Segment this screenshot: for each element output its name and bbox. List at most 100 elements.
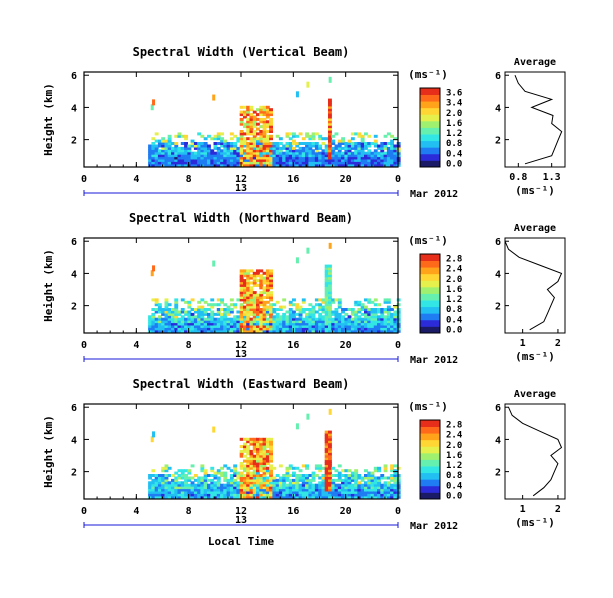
heatmap-cell (216, 154, 221, 158)
heatmap-cell (328, 466, 332, 470)
heatmap-cell (324, 149, 329, 153)
average-x-tick-label: 1 (520, 338, 526, 349)
heatmap-cell (239, 279, 244, 283)
heatmap-cell (396, 488, 401, 492)
heatmap-cell (360, 303, 365, 307)
colorbar-tick-label: 0.8 (446, 139, 462, 149)
heatmap-cell (233, 315, 238, 319)
heatmap-cell (354, 151, 359, 155)
heatmap-cell (321, 317, 326, 321)
heatmap-cell (252, 134, 257, 138)
heatmap-cell (256, 449, 260, 453)
heatmap-cell (213, 322, 218, 326)
heatmap-cell (314, 298, 319, 302)
heatmap-cell (150, 270, 154, 277)
colorbar-tick-label: 3.4 (446, 99, 463, 109)
heatmap-cell (288, 308, 293, 311)
heatmap-cell (383, 317, 388, 321)
heatmap-cell (377, 161, 381, 165)
heatmap-cell (367, 317, 372, 321)
heatmap-cell (314, 156, 319, 160)
heatmap-cell (269, 469, 273, 473)
heatmap-cell (269, 144, 273, 148)
heatmap-cell (154, 303, 159, 307)
heatmap-cell (187, 329, 192, 333)
heatmap-cell (344, 486, 349, 490)
heatmap-cell (236, 495, 241, 499)
heatmap-cell (262, 481, 267, 485)
heatmap-cell (190, 158, 195, 162)
heatmap-cell (187, 488, 192, 492)
colorbar-swatch (420, 485, 440, 493)
heatmap-cell (239, 476, 244, 480)
heatmap-cell (167, 315, 172, 319)
heatmap-cell (249, 117, 254, 121)
heatmap-cell (269, 327, 273, 331)
heatmap-cell (203, 469, 208, 473)
heatmap-cell (210, 483, 215, 487)
heatmap-cell (292, 132, 296, 136)
heatmap-cell (190, 144, 195, 148)
heatmap-cell (334, 486, 339, 490)
heatmap-cell (239, 305, 244, 309)
heatmap-cell (278, 315, 283, 319)
heatmap-cell (180, 146, 185, 150)
heatmap-cell (328, 469, 332, 473)
heatmap-cell (331, 327, 336, 331)
colorbar-tick-label: 1.6 (446, 451, 462, 461)
heatmap-cell (337, 327, 342, 331)
heatmap-cell (151, 483, 156, 487)
heatmap-cell (295, 493, 300, 497)
heatmap-cell (328, 462, 332, 465)
heatmap-cell (259, 298, 264, 302)
heatmap-cell (328, 127, 332, 131)
heatmap-cell (249, 296, 254, 299)
heatmap-cell (393, 474, 398, 477)
heatmap-cell (256, 146, 260, 150)
heatmap-cell (328, 125, 332, 129)
heatmap-cell (285, 154, 290, 158)
heatmap-cell (318, 315, 323, 319)
heatmap-cell (184, 142, 188, 145)
heatmap-cell (252, 312, 257, 316)
heatmap-cell (207, 493, 211, 497)
heatmap-cell (190, 322, 195, 326)
heatmap-cell (295, 478, 300, 482)
heatmap-cell (298, 474, 303, 477)
heatmap-cell (328, 449, 332, 453)
heatmap-cell (180, 142, 185, 145)
heatmap-cell (223, 493, 228, 497)
heatmap-cell (337, 161, 342, 165)
heatmap-cell (203, 300, 208, 304)
heatmap-cell (269, 303, 273, 307)
heatmap-cell (220, 308, 224, 311)
heatmap-cell (288, 303, 293, 307)
heatmap-cell (305, 146, 309, 150)
heatmap-cell (308, 151, 313, 155)
heatmap-cell (272, 495, 277, 499)
heatmap-cell (308, 481, 313, 485)
heatmap-cell (180, 488, 185, 492)
heatmap-cell (386, 317, 391, 321)
heatmap-cell (390, 476, 394, 480)
heatmap-cell (370, 156, 375, 160)
heatmap-cell (324, 271, 329, 275)
heatmap-cell (383, 490, 388, 494)
heatmap-cell (386, 488, 391, 492)
heatmap-cell (328, 486, 332, 490)
y-axis-label: Height (km) (42, 83, 55, 156)
heatmap-cell (364, 329, 368, 333)
heatmap-cell (177, 146, 182, 150)
heatmap-cell (334, 315, 339, 319)
heatmap-cell (229, 495, 234, 499)
heatmap-cell (328, 329, 332, 333)
heatmap-cell (272, 327, 277, 331)
heatmap-cell (239, 488, 244, 492)
heatmap-cell (269, 163, 273, 167)
heatmap-cell (216, 298, 221, 302)
heatmap-cell (239, 466, 244, 470)
heatmap-cell (344, 156, 349, 160)
heatmap-cell (164, 490, 169, 494)
heatmap-cell (265, 452, 270, 456)
heatmap-cell (373, 329, 378, 333)
